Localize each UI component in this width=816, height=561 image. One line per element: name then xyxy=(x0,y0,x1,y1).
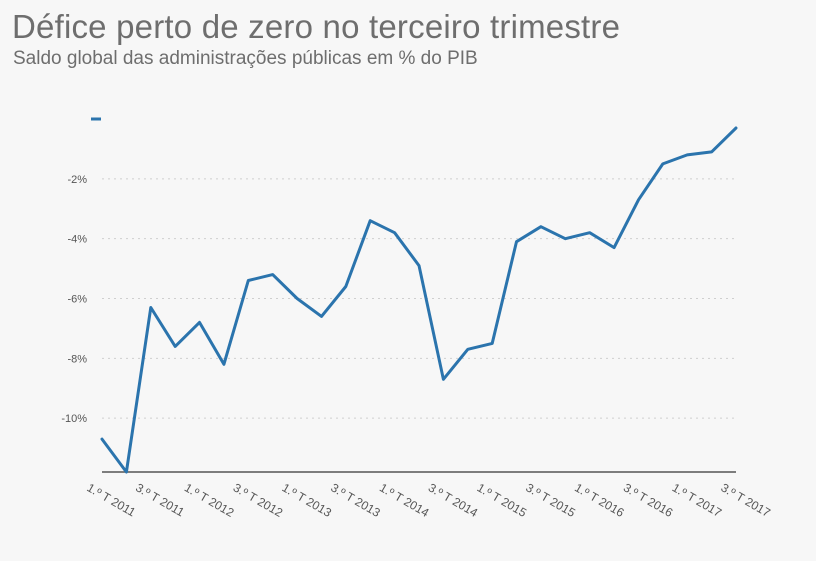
x-tick-label: 3.º T 2017 xyxy=(719,480,774,520)
y-tick-label: -4% xyxy=(67,234,87,246)
chart-subtitle: Saldo global das administrações públicas… xyxy=(13,48,478,69)
x-tick-label: 1.º T 2011 xyxy=(85,480,139,519)
y-axis-ticks: -2% -4% -6% -8% -10% xyxy=(61,117,101,425)
x-tick-label: 3.º T 2011 xyxy=(133,480,187,519)
y-tick-label: -6% xyxy=(67,293,87,305)
x-tick-label: 3.º T 2012 xyxy=(231,480,286,520)
x-tick-label: 1.º T 2014 xyxy=(377,480,432,520)
x-tick-label: 1.º T 2017 xyxy=(670,480,725,520)
series-line xyxy=(100,126,738,474)
x-tick-label: 3.º T 2015 xyxy=(523,480,578,520)
x-tick-label: 3.º T 2014 xyxy=(426,480,481,520)
y-tick-label: -8% xyxy=(67,353,87,365)
x-tick-label: 1.º T 2015 xyxy=(475,480,530,520)
chart-title: Défice perto de zero no terceiro trimest… xyxy=(12,8,621,45)
x-tick-label: 3.º T 2016 xyxy=(621,480,676,520)
x-tick-label: 1.º T 2013 xyxy=(280,480,335,520)
x-tick-label: 1.º T 2016 xyxy=(572,480,627,520)
y-tick-label: -10% xyxy=(61,413,87,425)
grid-lines xyxy=(102,178,736,419)
x-tick-label: 1.º T 2012 xyxy=(182,480,237,520)
y-tick-label: -2% xyxy=(67,174,87,186)
x-tick-label: 3.º T 2013 xyxy=(328,480,383,520)
